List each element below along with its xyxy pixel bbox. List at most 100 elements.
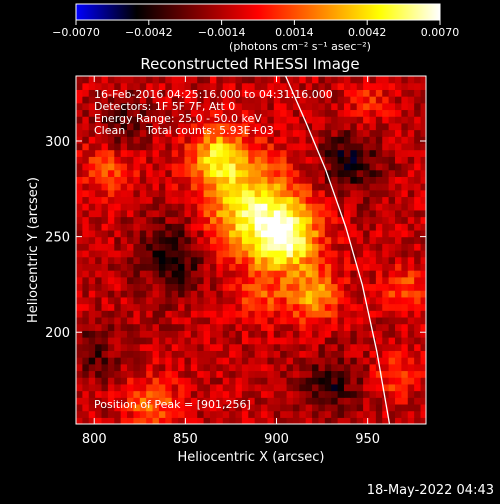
heatmap-cell — [190, 303, 198, 311]
heatmap-cell — [171, 256, 179, 264]
heatmap-cell — [216, 76, 224, 84]
heatmap-cell — [120, 229, 128, 238]
heatmap-cell — [178, 390, 186, 398]
heatmap-cell — [101, 343, 109, 351]
heatmap-cell — [203, 142, 211, 151]
heatmap-cell — [171, 209, 179, 218]
heatmap-cell — [382, 183, 390, 191]
heatmap-cell — [158, 410, 166, 418]
heatmap-cell — [318, 263, 326, 271]
heatmap-cell — [139, 417, 147, 424]
heatmap-cell — [337, 363, 345, 372]
heatmap-cell — [331, 276, 339, 285]
heatmap-cell — [414, 337, 422, 345]
heatmap-cell — [178, 263, 186, 271]
heatmap-cell — [203, 410, 211, 418]
heatmap-cell — [350, 296, 358, 305]
colorbar-tick-label: −0.0070 — [52, 26, 100, 39]
heatmap-cell — [261, 76, 269, 84]
heatmap-cell — [248, 76, 256, 84]
heatmap-cell — [280, 142, 288, 151]
heatmap-cell — [286, 243, 294, 251]
heatmap-cell — [222, 136, 230, 144]
heatmap-cell — [267, 250, 275, 258]
heatmap-cell — [133, 337, 141, 345]
heatmap-cell — [324, 89, 332, 97]
heatmap-cell — [82, 89, 90, 97]
heatmap-cell — [222, 390, 230, 398]
heatmap-cell — [82, 390, 90, 398]
heatmap-cell — [114, 410, 122, 418]
heatmap-cell — [139, 283, 147, 291]
heatmap-cell — [363, 142, 371, 151]
heatmap-cell — [280, 383, 288, 392]
heatmap-cell — [337, 263, 345, 271]
heatmap-cell — [216, 303, 224, 311]
heatmap-cell — [407, 183, 415, 191]
heatmap-cell — [331, 263, 339, 271]
heatmap-cell — [82, 116, 90, 124]
heatmap-cell — [337, 142, 345, 151]
heatmap-cell — [305, 270, 313, 278]
heatmap-cell — [209, 330, 217, 338]
heatmap-cell — [375, 316, 383, 325]
heatmap-cell — [203, 370, 211, 378]
heatmap-cell — [318, 76, 326, 84]
heatmap-cell — [76, 149, 83, 157]
heatmap-cell — [216, 102, 224, 111]
annotation-peak-position: Position of Peak = [901,256] — [94, 398, 251, 411]
heatmap-cell — [299, 256, 307, 264]
heatmap-cell — [216, 290, 224, 298]
heatmap-cell — [363, 256, 371, 264]
colorbar-ticks — [75, 20, 441, 25]
heatmap-cell — [146, 337, 154, 345]
heatmap-cell — [280, 156, 288, 164]
heatmap-cell — [337, 383, 345, 392]
heatmap-cell — [363, 209, 371, 218]
heatmap-cell — [127, 156, 135, 164]
heatmap-cell — [165, 403, 173, 412]
heatmap-cell — [356, 136, 364, 144]
heatmap-cell — [401, 76, 409, 84]
heatmap-cell — [280, 417, 288, 424]
heatmap-cell — [248, 129, 256, 137]
heatmap-cell — [216, 256, 224, 264]
heatmap-cell — [229, 243, 237, 251]
heatmap-cell — [101, 122, 109, 131]
heatmap-cell — [241, 203, 249, 211]
heatmap-cell — [133, 223, 141, 231]
heatmap-cell — [158, 169, 166, 177]
heatmap-cell — [312, 109, 320, 117]
heatmap-cell — [356, 383, 364, 392]
heatmap-cell — [95, 397, 103, 405]
heatmap-cell — [101, 363, 109, 372]
heatmap-cell — [267, 243, 275, 251]
heatmap-cell — [216, 250, 224, 258]
heatmap-cell — [209, 82, 217, 90]
heatmap-cell — [254, 76, 262, 84]
heatmap-cell — [82, 189, 90, 198]
heatmap-cell — [312, 216, 320, 224]
heatmap-cell — [184, 183, 192, 191]
heatmap-cell — [107, 290, 115, 298]
heatmap-cell — [273, 276, 281, 285]
heatmap-cell — [312, 370, 320, 378]
heatmap-cell — [369, 183, 377, 191]
heatmap-cell — [407, 276, 415, 285]
heatmap-cell — [401, 142, 409, 151]
heatmap-cell — [318, 196, 326, 204]
heatmap-cell — [184, 196, 192, 204]
heatmap-cell — [235, 270, 243, 278]
heatmap-cell — [375, 263, 383, 271]
heatmap-cell — [280, 270, 288, 278]
heatmap-cell — [165, 410, 173, 418]
heatmap-cell — [146, 156, 154, 164]
heatmap-cell — [401, 136, 409, 144]
heatmap-cell — [248, 363, 256, 372]
heatmap-cell — [216, 189, 224, 198]
heatmap-cell — [254, 337, 262, 345]
heatmap-cell — [222, 76, 230, 84]
heatmap-cell — [312, 189, 320, 198]
heatmap-cell — [414, 323, 422, 331]
heatmap-cell — [248, 229, 256, 238]
